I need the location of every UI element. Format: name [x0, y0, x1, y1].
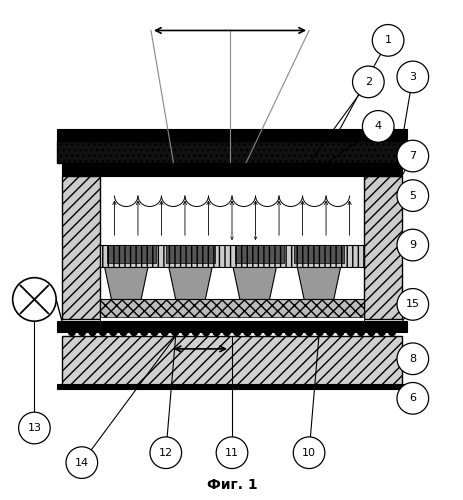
Circle shape: [150, 437, 181, 468]
Circle shape: [305, 328, 312, 336]
Circle shape: [13, 278, 56, 321]
Bar: [57, 130, 406, 141]
Polygon shape: [104, 267, 148, 300]
Circle shape: [202, 328, 209, 336]
Text: 4: 4: [374, 122, 381, 132]
Circle shape: [295, 328, 302, 336]
Bar: [234, 245, 284, 263]
Circle shape: [120, 328, 127, 336]
Bar: [106, 245, 156, 263]
Circle shape: [89, 328, 96, 336]
Circle shape: [352, 66, 383, 98]
Text: 5: 5: [408, 190, 415, 200]
Polygon shape: [297, 267, 340, 300]
Circle shape: [316, 328, 323, 336]
Circle shape: [326, 328, 333, 336]
Circle shape: [377, 328, 384, 336]
Bar: [100, 300, 363, 321]
Bar: [57, 384, 406, 390]
Circle shape: [181, 328, 188, 336]
Bar: [363, 176, 401, 319]
Circle shape: [396, 180, 428, 212]
Circle shape: [396, 343, 428, 374]
Circle shape: [396, 382, 428, 414]
Circle shape: [264, 328, 271, 336]
Text: 6: 6: [408, 394, 415, 404]
Text: 14: 14: [75, 458, 89, 468]
Bar: [62, 336, 401, 386]
Text: 8: 8: [408, 354, 415, 364]
Circle shape: [213, 328, 219, 336]
Circle shape: [130, 328, 137, 336]
Circle shape: [192, 328, 199, 336]
Text: 2: 2: [364, 77, 371, 87]
Circle shape: [396, 140, 428, 172]
Bar: [165, 245, 215, 263]
Circle shape: [99, 328, 106, 336]
Bar: [100, 317, 363, 321]
Bar: [57, 141, 406, 163]
Circle shape: [79, 328, 86, 336]
Polygon shape: [232, 267, 276, 300]
Circle shape: [216, 437, 247, 468]
Circle shape: [396, 288, 428, 320]
Text: 3: 3: [408, 72, 415, 82]
Text: 7: 7: [408, 151, 415, 161]
Text: Фиг. 1: Фиг. 1: [206, 478, 257, 492]
Circle shape: [171, 328, 178, 336]
Circle shape: [336, 328, 343, 336]
Text: 11: 11: [225, 448, 238, 458]
Circle shape: [396, 61, 428, 93]
Text: 12: 12: [158, 448, 173, 458]
Circle shape: [346, 328, 353, 336]
Text: 1: 1: [384, 36, 391, 46]
Circle shape: [357, 328, 364, 336]
Circle shape: [233, 328, 240, 336]
Circle shape: [69, 328, 75, 336]
Text: 15: 15: [405, 300, 419, 310]
Circle shape: [110, 328, 117, 336]
Circle shape: [151, 328, 158, 336]
Circle shape: [388, 328, 394, 336]
Circle shape: [244, 328, 250, 336]
Bar: [294, 245, 343, 263]
Circle shape: [223, 328, 230, 336]
Circle shape: [371, 24, 403, 56]
Circle shape: [275, 328, 282, 336]
Circle shape: [140, 328, 147, 336]
Circle shape: [161, 328, 168, 336]
Circle shape: [19, 412, 50, 444]
Circle shape: [254, 328, 261, 336]
Bar: [62, 176, 100, 319]
Text: 10: 10: [301, 448, 315, 458]
Circle shape: [285, 328, 292, 336]
Bar: [57, 321, 406, 327]
Bar: [100, 245, 363, 267]
Text: 9: 9: [408, 240, 415, 250]
Circle shape: [66, 447, 97, 478]
Circle shape: [396, 229, 428, 261]
Circle shape: [293, 437, 324, 468]
Text: 13: 13: [27, 423, 41, 433]
Bar: [62, 163, 401, 176]
Bar: [57, 327, 406, 332]
Polygon shape: [169, 267, 212, 300]
Circle shape: [367, 328, 374, 336]
Bar: [100, 176, 363, 245]
Circle shape: [362, 110, 393, 142]
